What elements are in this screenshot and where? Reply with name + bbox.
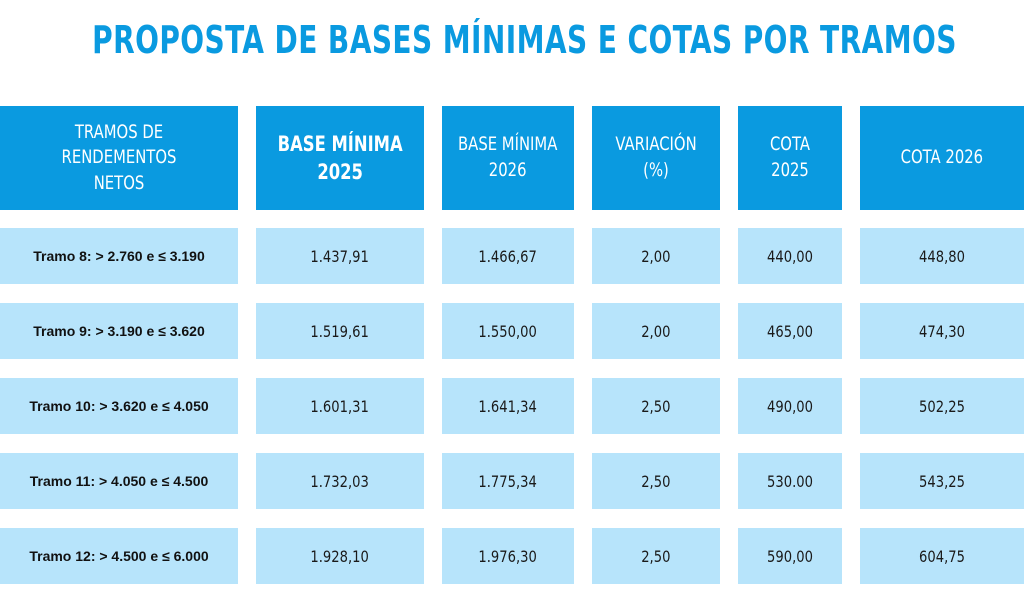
- table-cell-base-2025: 1.732,03: [256, 453, 424, 509]
- table-cell-variacion: 2,00: [592, 303, 720, 359]
- table-cell-cota-2026: 448,80: [860, 228, 1024, 284]
- cell-value: Tramo 11: > 4.050 e ≤ 4.500: [29, 473, 209, 489]
- cell-value: 1.601,31: [310, 396, 370, 416]
- table-cell-cota-2026: 543,25: [860, 453, 1024, 509]
- cell-value: 2,00: [641, 321, 671, 341]
- cell-value: 2,50: [641, 471, 671, 491]
- cell-value: 502,25: [919, 396, 965, 416]
- cell-value: 1.976,30: [478, 546, 538, 566]
- cell-value: 448,80: [919, 246, 965, 266]
- table-cell-tramo: Tramo 11: > 4.050 e ≤ 4.500: [0, 453, 238, 509]
- cell-value: 1.641,34: [478, 396, 538, 416]
- table-cell-tramo: Tramo 12: > 4.500 e ≤ 6.000: [0, 528, 238, 584]
- cell-value: 440,00: [767, 246, 813, 266]
- cell-value: 1.550,00: [478, 321, 538, 341]
- cell-value: 1.519,61: [310, 321, 370, 341]
- table-cell-tramo: Tramo 8: > 2.760 e ≤ 3.190: [0, 228, 238, 284]
- table-cell-variacion: 2,50: [592, 528, 720, 584]
- cell-value: 1.732,03: [310, 471, 370, 491]
- cell-value: Tramo 8: > 2.760 e ≤ 3.190: [33, 248, 205, 264]
- table-cell-variacion: 2,50: [592, 378, 720, 434]
- cell-value: 490,00: [767, 396, 813, 416]
- cell-value: 1.437,91: [310, 246, 370, 266]
- cell-value: Tramo 12: > 4.500 e ≤ 6.000: [29, 548, 209, 564]
- header-base-2025-label: BASE MÍNIMA 2025: [277, 131, 403, 184]
- cell-value: 474,30: [919, 321, 965, 341]
- table-cell-cota-2025: 490,00: [738, 378, 842, 434]
- table-cell-base-2026: 1.641,34: [442, 378, 574, 434]
- table-cell-base-2026: 1.775,34: [442, 453, 574, 509]
- cell-value: 604,75: [919, 546, 965, 566]
- header-cota-2026-label: COTA 2026: [900, 146, 984, 169]
- table-cell-base-2025: 1.519,61: [256, 303, 424, 359]
- table-cell-base-2025: 1.437,91: [256, 228, 424, 284]
- header-tramos-label: TRAMOS DE RENDEMENTOS NETOS: [61, 120, 177, 194]
- table-cell-variacion: 2,50: [592, 453, 720, 509]
- table-cell-cota-2025: 440,00: [738, 228, 842, 284]
- table-cell-cota-2025: 530.00: [738, 453, 842, 509]
- cell-value: Tramo 10: > 3.620 e ≤ 4.050: [29, 398, 209, 414]
- table-cell-base-2025: 1.928,10: [256, 528, 424, 584]
- header-cota-2025: COTA 2025: [738, 106, 842, 210]
- table-cell-tramo: Tramo 10: > 3.620 e ≤ 4.050: [0, 378, 238, 434]
- cell-value: 1.775,34: [478, 471, 538, 491]
- cell-value: 530.00: [767, 471, 813, 491]
- header-base-minima-2025: BASE MÍNIMA 2025: [256, 106, 424, 210]
- header-base-minima-2026: BASE MÍNIMA 2026: [442, 106, 574, 210]
- header-cota-2025-label: COTA 2025: [769, 133, 811, 181]
- cell-value: 1.928,10: [310, 546, 370, 566]
- table-cell-tramo: Tramo 9: > 3.190 e ≤ 3.620: [0, 303, 238, 359]
- header-base-2026-label: BASE MÍNIMA 2026: [458, 133, 558, 181]
- table-cell-cota-2025: 590,00: [738, 528, 842, 584]
- header-variacion-label: VARIACIÓN (%): [615, 133, 697, 181]
- header-cota-2026: COTA 2026: [860, 106, 1024, 210]
- cell-value: Tramo 9: > 3.190 e ≤ 3.620: [33, 323, 205, 339]
- header-variacion: VARIACIÓN (%): [592, 106, 720, 210]
- table-cell-base-2026: 1.976,30: [442, 528, 574, 584]
- table-cell-cota-2025: 465,00: [738, 303, 842, 359]
- cell-value: 2,50: [641, 396, 671, 416]
- table-cell-cota-2026: 604,75: [860, 528, 1024, 584]
- cell-value: 2,50: [641, 546, 671, 566]
- cell-value: 543,25: [919, 471, 965, 491]
- table-cell-cota-2026: 474,30: [860, 303, 1024, 359]
- cell-value: 590,00: [767, 546, 813, 566]
- page-title: PROPOSTA DE BASES MÍNIMAS E COTAS POR TR…: [92, 18, 957, 62]
- table-cell-base-2025: 1.601,31: [256, 378, 424, 434]
- table-cell-cota-2026: 502,25: [860, 378, 1024, 434]
- table-cell-base-2026: 1.550,00: [442, 303, 574, 359]
- cell-value: 465,00: [767, 321, 813, 341]
- cell-value: 1.466,67: [478, 246, 538, 266]
- header-tramos: TRAMOS DE RENDEMENTOS NETOS: [0, 106, 238, 210]
- table-cell-variacion: 2,00: [592, 228, 720, 284]
- table-cell-base-2026: 1.466,67: [442, 228, 574, 284]
- cell-value: 2,00: [641, 246, 671, 266]
